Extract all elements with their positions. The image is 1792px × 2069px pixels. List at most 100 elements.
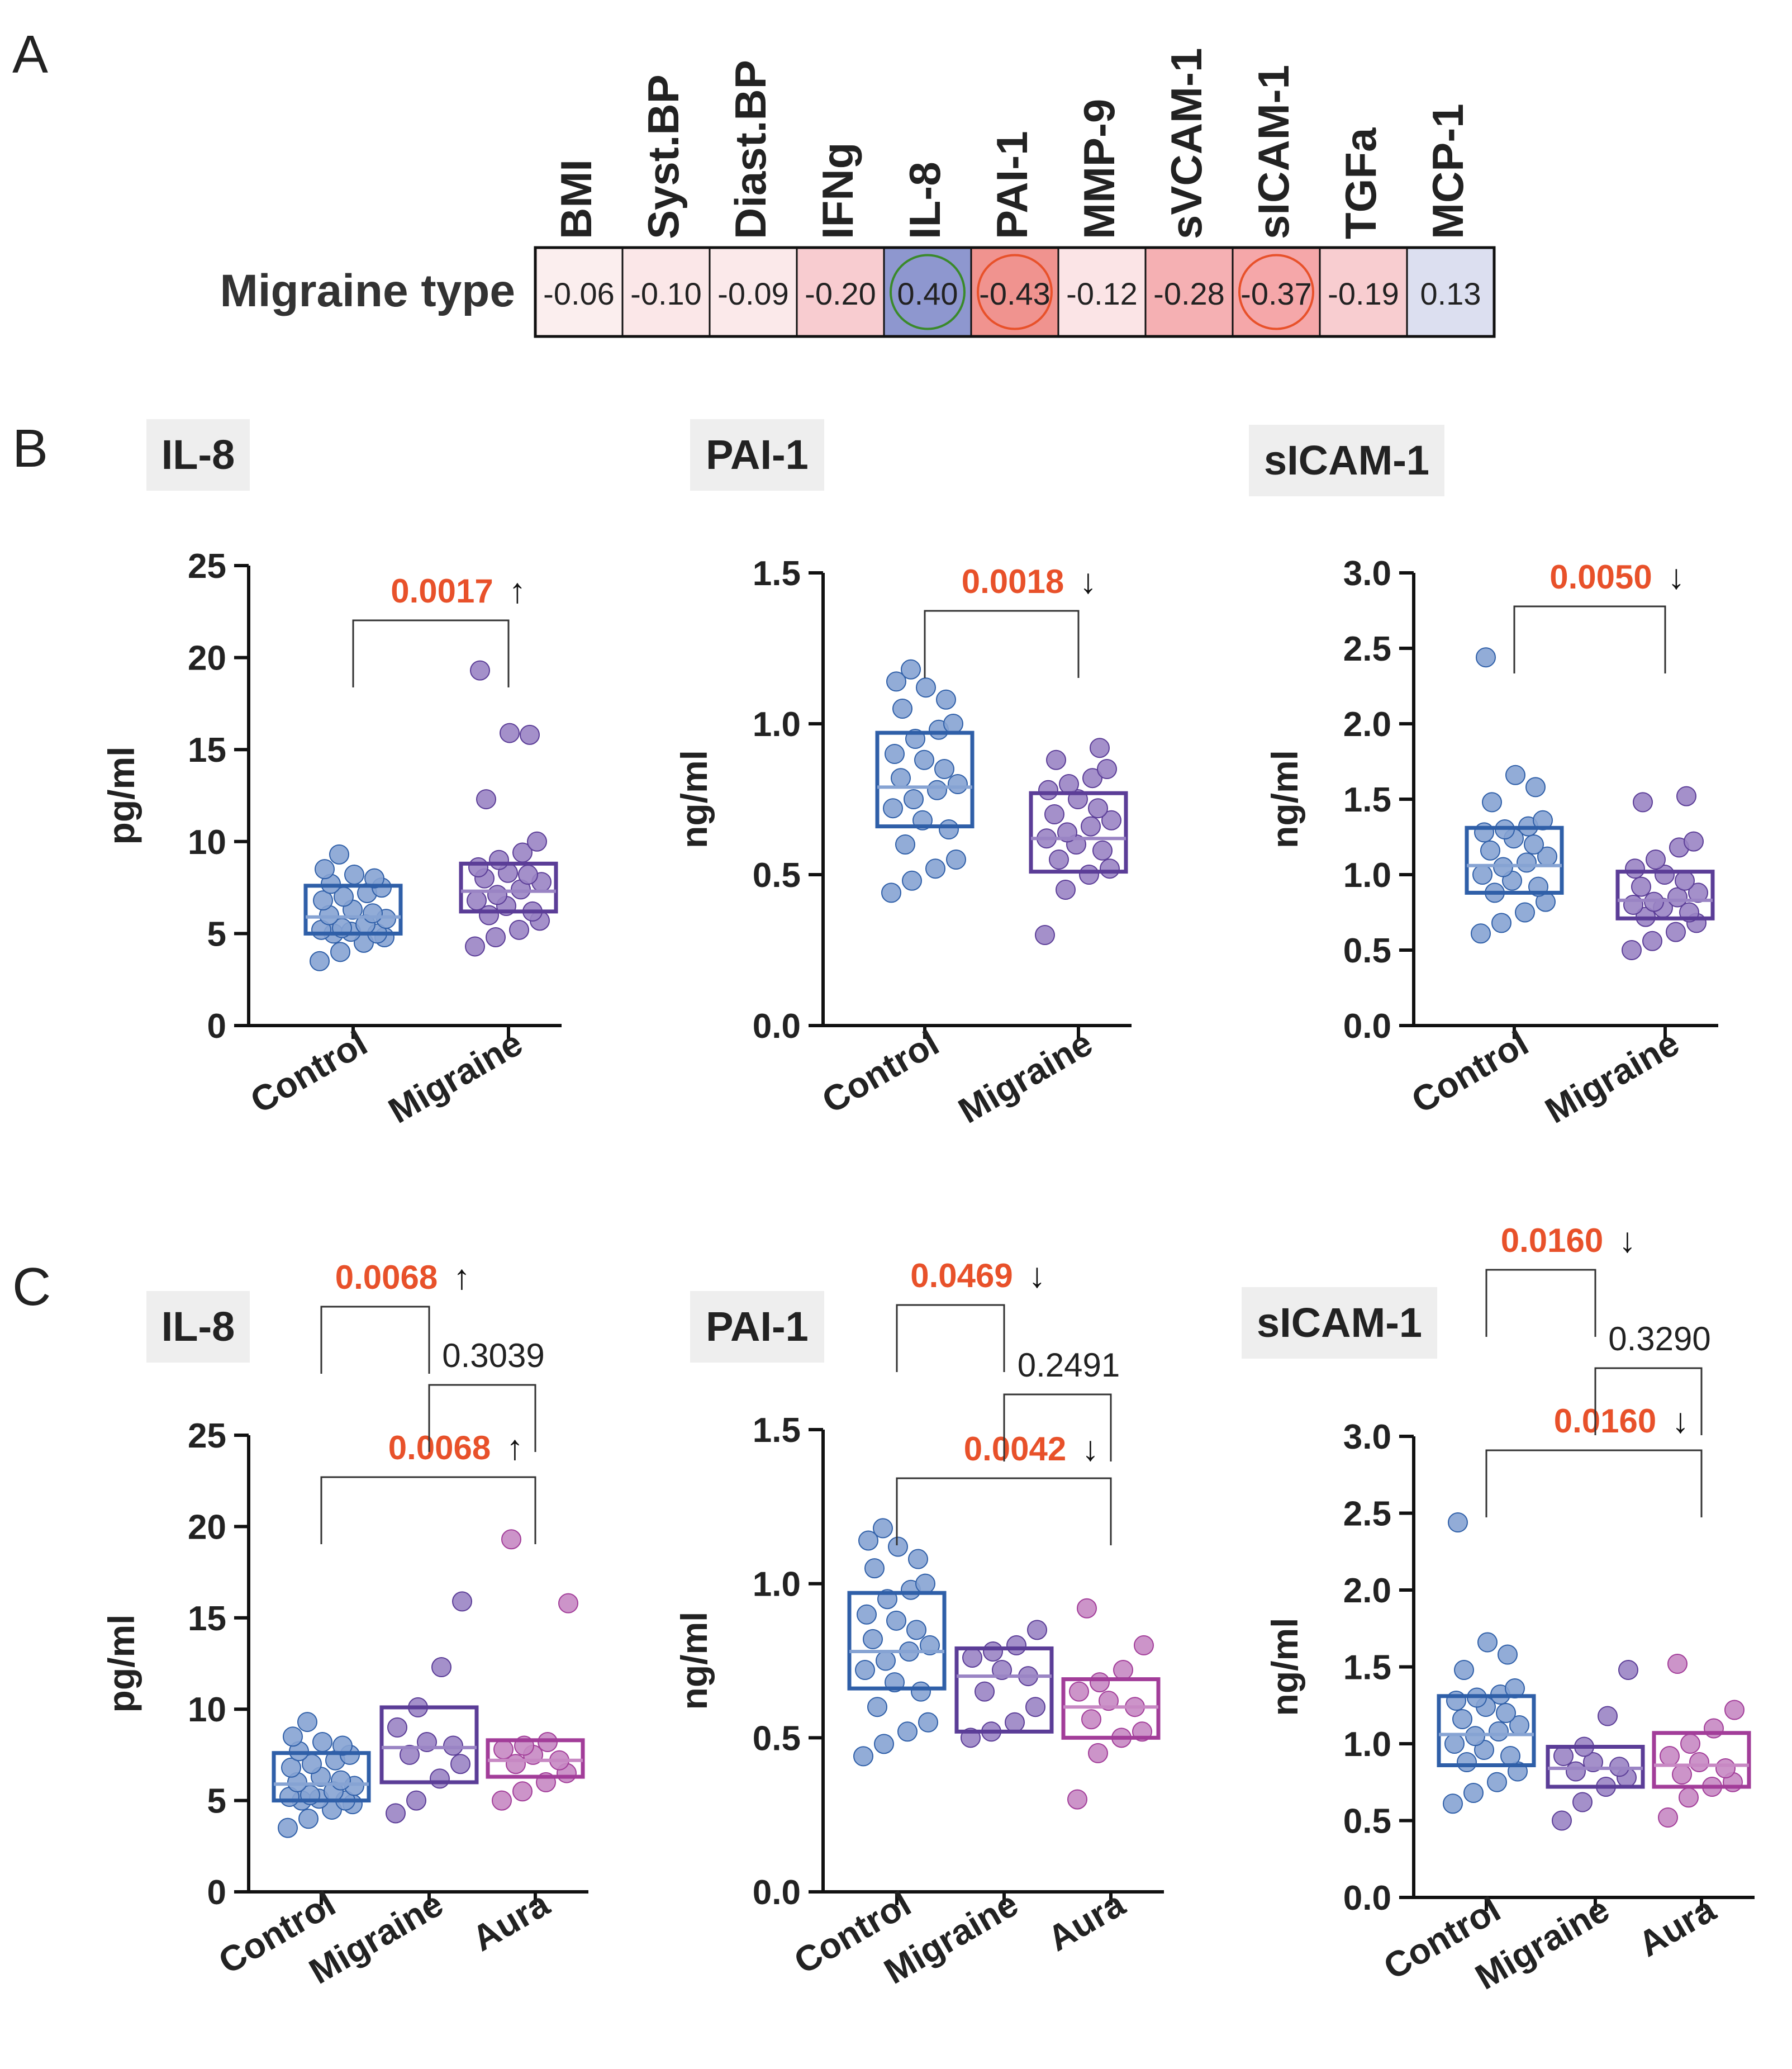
data-point (1675, 870, 1695, 891)
chart-b-pai-1: PAI-1 0.0 0.5 1.0 1.5 ng/ml Control Migraine 0.0… (673, 419, 1132, 1131)
data-point (364, 868, 384, 889)
y-tick-label: 0 (207, 1873, 226, 1912)
data-point (468, 857, 488, 877)
data-point (1097, 759, 1117, 779)
x-tick-label: Control (815, 1023, 945, 1121)
data-point (312, 1732, 332, 1753)
chart-c-sicam-1: sICAM-10.00.51.01.52.02.53.0ng/mlControl… (1242, 1221, 1755, 1997)
data-point (918, 1712, 938, 1733)
data-point (983, 1641, 1003, 1662)
data-point (1525, 777, 1546, 798)
y-tick-label: 0.0 (1343, 1007, 1391, 1046)
correlation-heatmap: Migraine type BMI -0.06 Syst.BP -0.10 Diast.B… (220, 48, 1496, 338)
heatmap-highlight-circle (977, 254, 1053, 330)
heatmap-value: -0.19 (1328, 276, 1399, 311)
data-point (1491, 913, 1511, 933)
series-migraine (1029, 738, 1128, 945)
data-point (501, 1529, 521, 1550)
data-point (908, 1549, 928, 1569)
y-tick-label: 1.0 (1343, 1725, 1391, 1764)
data-point (1676, 786, 1696, 806)
data-point (1444, 1734, 1465, 1754)
data-point (278, 1818, 298, 1838)
y-tick-label: 0.5 (753, 856, 801, 895)
data-point (313, 890, 333, 911)
y-tick-label: 0.0 (1343, 1879, 1391, 1918)
box (486, 1738, 585, 1779)
heatmap-value: 0.40 (897, 276, 958, 311)
data-point (915, 1573, 935, 1594)
arrow-down-icon: ↓ (1029, 1256, 1046, 1295)
data-point (1059, 774, 1079, 794)
y-tick-label: 25 (188, 547, 226, 586)
data-point (1082, 768, 1102, 789)
box (1029, 791, 1128, 874)
series-migraine (459, 660, 558, 957)
data-point (1472, 865, 1492, 885)
data-point (1090, 1672, 1110, 1693)
box (303, 884, 403, 936)
data-point (1100, 858, 1120, 879)
p-value: 0.2491 (1018, 1346, 1120, 1384)
heatmap-highlight-circle (1238, 254, 1314, 330)
y-tick-label: 1.0 (753, 1565, 801, 1604)
data-point (975, 1681, 995, 1702)
data-point (1505, 765, 1525, 785)
data-point (1027, 1620, 1047, 1640)
y-tick-label: 0.5 (1343, 1802, 1391, 1841)
data-point (1092, 840, 1113, 861)
data-point (916, 677, 936, 698)
chart-title: IL-8 (161, 1303, 235, 1350)
y-tick-label: 2.0 (1343, 705, 1391, 744)
data-point (558, 1593, 578, 1614)
data-point (489, 850, 509, 870)
data-point (1660, 1746, 1680, 1766)
y-tick-label: 0.0 (753, 1007, 801, 1046)
y-tick-label: 0.5 (753, 1719, 801, 1758)
bracket-line (352, 619, 510, 687)
heatmap-value: -0.28 (1153, 276, 1225, 311)
data-point (1724, 1700, 1745, 1720)
heatmap-highlight-circle (890, 254, 966, 330)
data-point (1680, 1734, 1700, 1754)
data-point (1622, 940, 1642, 960)
heatmap-value: -0.09 (717, 276, 789, 311)
data-point (1672, 1764, 1692, 1785)
data-point (509, 919, 529, 940)
data-point (1079, 865, 1099, 885)
p-value: 0.0469 (910, 1257, 1013, 1294)
box (1465, 825, 1564, 895)
data-point (886, 671, 906, 692)
data-point (873, 1518, 893, 1539)
series-control (847, 1518, 947, 1767)
data-point (297, 1712, 317, 1733)
data-point (329, 844, 349, 865)
data-point (1474, 822, 1494, 843)
chart-title-bg (1249, 425, 1444, 496)
series-control (272, 1712, 371, 1838)
data-point (904, 789, 924, 809)
heatmap-col-label: Diast.BP (726, 60, 775, 239)
data-point (1646, 850, 1666, 870)
y-tick-label: 5 (207, 1782, 226, 1821)
arrow-up-icon: ↑ (509, 572, 526, 610)
heatmap-value: -0.06 (543, 276, 615, 311)
y-tick-label: 1.0 (753, 705, 801, 744)
heatmap-value: -0.12 (1066, 276, 1138, 311)
y-tick-label: 1.5 (1343, 1649, 1391, 1687)
bracket-line (1003, 1393, 1112, 1461)
data-point (492, 1790, 512, 1811)
data-point (1046, 749, 1066, 770)
data-point (387, 1717, 407, 1738)
data-point (867, 1697, 887, 1717)
y-tick-label: 2.0 (1343, 1572, 1391, 1610)
data-point (874, 1734, 894, 1754)
data-point (906, 1620, 926, 1640)
data-point (1618, 1660, 1638, 1680)
data-point (1113, 1660, 1133, 1681)
arrow-down-icon: ↓ (1672, 1402, 1689, 1440)
data-point (891, 768, 911, 789)
data-point (857, 1604, 877, 1625)
